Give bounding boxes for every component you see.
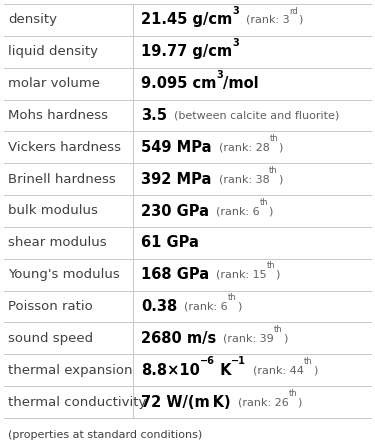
Text: liquid density: liquid density [8, 45, 98, 58]
Text: ): ) [298, 15, 303, 25]
Text: (rank: 6: (rank: 6 [209, 206, 260, 216]
Text: 72 W/(m K): 72 W/(m K) [141, 395, 231, 409]
Text: ): ) [283, 333, 287, 343]
Text: th: th [270, 134, 278, 143]
Text: bulk modulus: bulk modulus [8, 205, 98, 218]
Text: (rank: 44: (rank: 44 [246, 365, 304, 375]
Text: −1: −1 [231, 356, 246, 366]
Text: th: th [267, 261, 276, 270]
Text: 2680 m/s: 2680 m/s [141, 331, 216, 346]
Text: thermal conductivity: thermal conductivity [8, 396, 146, 409]
Text: density: density [8, 13, 57, 26]
Text: th: th [260, 198, 268, 206]
Text: Brinell hardness: Brinell hardness [8, 173, 116, 186]
Text: 168 GPa: 168 GPa [141, 267, 209, 282]
Text: sound speed: sound speed [8, 332, 93, 345]
Text: (rank: 26: (rank: 26 [231, 397, 288, 407]
Text: (rank: 3: (rank: 3 [239, 15, 290, 25]
Text: 3: 3 [232, 6, 239, 16]
Text: 61 GPa: 61 GPa [141, 235, 199, 250]
Text: molar volume: molar volume [8, 77, 100, 90]
Text: Mohs hardness: Mohs hardness [8, 109, 108, 122]
Text: ): ) [268, 206, 273, 216]
Text: −6: −6 [200, 356, 215, 366]
Text: ): ) [278, 174, 282, 184]
Text: (rank: 38: (rank: 38 [211, 174, 269, 184]
Text: /mol: /mol [223, 76, 259, 91]
Text: th: th [228, 293, 237, 302]
Text: shear modulus: shear modulus [8, 236, 106, 249]
Text: thermal expansion: thermal expansion [8, 364, 132, 377]
Text: K: K [215, 363, 231, 378]
Text: (between calcite and fluorite): (between calcite and fluorite) [167, 111, 339, 120]
Text: 549 MPa: 549 MPa [141, 140, 212, 155]
Text: th: th [304, 357, 313, 366]
Text: ): ) [237, 301, 241, 312]
Text: Poisson ratio: Poisson ratio [8, 300, 93, 313]
Text: (rank: 39: (rank: 39 [216, 333, 274, 343]
Text: (rank: 15: (rank: 15 [209, 270, 267, 280]
Text: 3: 3 [232, 38, 239, 48]
Text: 3: 3 [216, 70, 223, 80]
Text: Young's modulus: Young's modulus [8, 268, 120, 281]
Text: 0.38: 0.38 [141, 299, 177, 314]
Text: 19.77 g/cm: 19.77 g/cm [141, 44, 232, 59]
Text: th: th [274, 325, 283, 334]
Text: th: th [288, 388, 297, 398]
Text: 230 GPa: 230 GPa [141, 203, 209, 219]
Text: Vickers hardness: Vickers hardness [8, 141, 121, 154]
Text: (rank: 6: (rank: 6 [177, 301, 228, 312]
Text: 8.8×10: 8.8×10 [141, 363, 200, 378]
Text: 21.45 g/cm: 21.45 g/cm [141, 12, 232, 27]
Text: (rank: 28: (rank: 28 [211, 142, 270, 152]
Text: 3.5: 3.5 [141, 108, 167, 123]
Text: 392 MPa: 392 MPa [141, 172, 212, 187]
Text: ): ) [297, 397, 302, 407]
Text: rd: rd [290, 7, 298, 16]
Text: (properties at standard conditions): (properties at standard conditions) [8, 430, 202, 440]
Text: ): ) [276, 270, 280, 280]
Text: th: th [269, 166, 278, 175]
Text: ): ) [278, 142, 282, 152]
Text: 9.095 cm: 9.095 cm [141, 76, 216, 91]
Text: ): ) [313, 365, 317, 375]
